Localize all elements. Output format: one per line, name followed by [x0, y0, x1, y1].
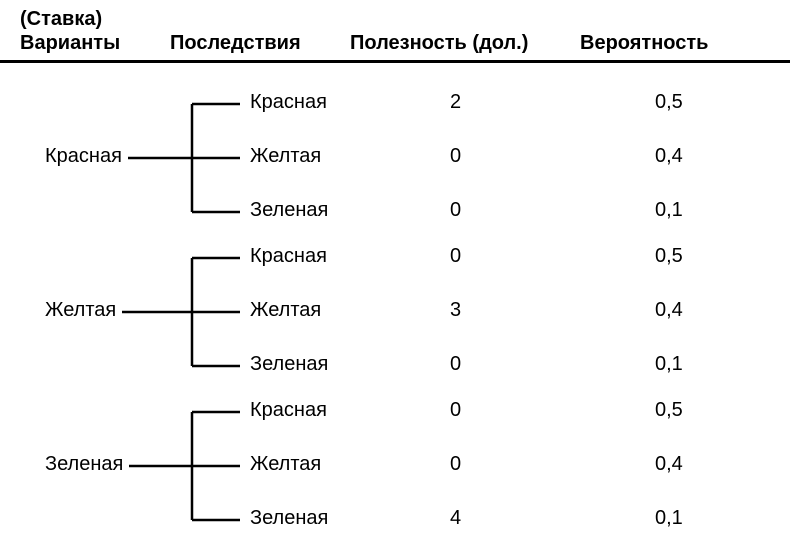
utility-value: 0 [450, 399, 461, 422]
probability-value: 0,5 [655, 399, 683, 422]
decision-tree-table: (Ставка) Варианты Последствия Полезность… [0, 0, 790, 545]
branch-label: Желтая [250, 453, 321, 476]
branch-label: Зеленая [250, 507, 328, 530]
probability-value: 0,1 [655, 507, 683, 530]
utility-value: 4 [450, 507, 461, 530]
branch-label: Красная [250, 399, 327, 422]
probability-value: 0,4 [655, 453, 683, 476]
utility-value: 0 [450, 453, 461, 476]
